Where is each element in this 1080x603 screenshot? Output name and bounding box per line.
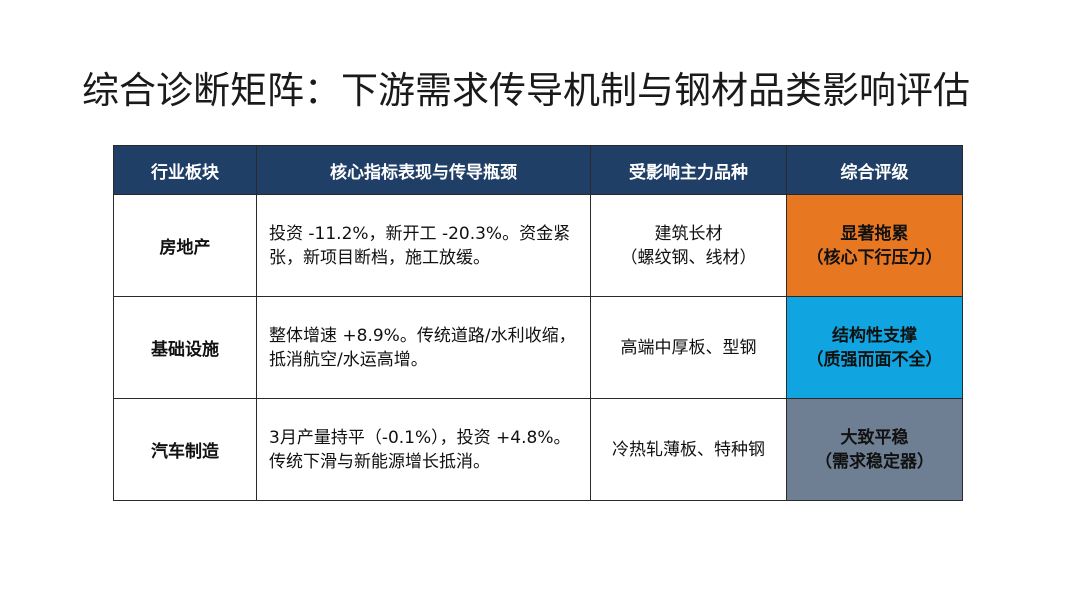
rating-cell: 大致平稳 （需求稳定器） [786,398,963,501]
table-row: 汽车制造 3月产量持平（-0.1%），投资 +4.8%。传统下滑与新能源增长抵消… [113,398,963,501]
rating-note: （质强而面不全） [806,349,943,370]
sector-cell: 汽车制造 [113,398,257,501]
indicator-cell: 3月产量持平（-0.1%），投资 +4.8%。传统下滑与新能源增长抵消。 [256,398,591,501]
table-header-row: 行业板块 核心指标表现与传导瓶颈 受影响主力品种 综合评级 [113,145,963,195]
product-line: （螺纹钢、线材） [620,247,757,268]
diagnosis-matrix-table: 行业板块 核心指标表现与传导瓶颈 受影响主力品种 综合评级 房地产 投资 -11… [113,145,963,501]
table-row: 房地产 投资 -11.2%，新开工 -20.3%。资金紧张，新项目断档，施工放缓… [113,194,963,297]
page-title: 综合诊断矩阵：下游需求传导机制与钢材品类影响评估 [82,69,970,112]
rating-note: （需求稳定器） [815,451,934,472]
table-row: 基础设施 整体增速 +8.9%。传统道路/水利收缩，抵消航空/水运高增。 高端中… [113,296,963,399]
rating-label: 结构性支撑 [832,325,917,346]
indicator-cell: 投资 -11.2%，新开工 -20.3%。资金紧张，新项目断档，施工放缓。 [256,194,591,297]
rating-cell: 显著拖累 （核心下行压力） [786,194,963,297]
sector-cell: 基础设施 [113,296,257,399]
header-sector: 行业板块 [113,145,257,195]
header-indicators: 核心指标表现与传导瓶颈 [256,145,591,195]
header-products: 受影响主力品种 [590,145,787,195]
product-line: 冷热轧薄板、特种钢 [612,439,765,460]
rating-label: 大致平稳 [840,427,909,448]
indicator-cell: 整体增速 +8.9%。传统道路/水利收缩，抵消航空/水运高增。 [256,296,591,399]
header-rating: 综合评级 [786,145,963,195]
product-line: 建筑长材 [654,223,723,244]
rating-cell: 结构性支撑 （质强而面不全） [786,296,963,399]
sector-cell: 房地产 [113,194,257,297]
product-cell: 建筑长材 （螺纹钢、线材） [590,194,787,297]
product-cell: 高端中厚板、型钢 [590,296,787,399]
product-line: 高端中厚板、型钢 [620,337,757,358]
product-cell: 冷热轧薄板、特种钢 [590,398,787,501]
rating-label: 显著拖累 [840,223,909,244]
rating-note: （核心下行压力） [806,247,943,268]
